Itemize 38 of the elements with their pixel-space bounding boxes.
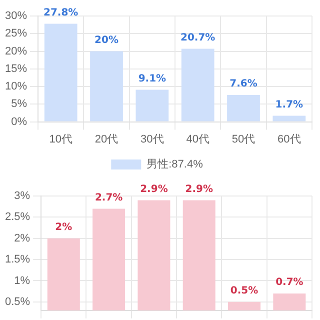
y-tick-label: 10%: [4, 80, 28, 93]
y-tick-label: 1%: [14, 274, 30, 287]
bar: [90, 51, 123, 122]
y-tick-label: 20%: [4, 45, 28, 58]
bar: [44, 24, 78, 122]
y-tick-label: 5%: [11, 98, 28, 110]
data-label: 2.9%: [185, 184, 213, 195]
data-label: 20%: [94, 34, 118, 46]
bar: [181, 48, 214, 122]
bar: [272, 116, 306, 122]
x-tick-label: 60代: [278, 133, 301, 146]
y-tick-label: 30%: [4, 10, 28, 22]
data-label: 2%: [55, 222, 72, 233]
x-tick-label: 50代: [232, 133, 256, 146]
y-tick-label: 1.5%: [4, 254, 30, 266]
bar: [136, 90, 169, 122]
data-label: 1.7%: [275, 99, 304, 110]
y-tick-label: 25%: [4, 28, 28, 40]
y-tick-label: 2.5%: [4, 211, 30, 224]
data-label: 2.7%: [94, 192, 123, 204]
data-label: 0.7%: [276, 277, 304, 288]
x-tick-label: 30代: [140, 133, 164, 146]
y-tick-label: 0%: [11, 116, 28, 128]
data-label: 27.8%: [43, 7, 78, 18]
data-label: 2.9%: [140, 184, 168, 195]
data-label: 7.6%: [230, 78, 258, 90]
data-label: 20.7%: [180, 32, 216, 44]
x-tick-label: 40代: [186, 133, 210, 146]
legend-label: 男性:87.4%: [146, 158, 204, 171]
data-label: 0.5%: [230, 286, 258, 297]
y-tick-label: 3%: [14, 190, 30, 202]
y-tick-label: 0.5%: [4, 296, 30, 308]
bar: [227, 95, 260, 122]
y-tick-label: 2%: [14, 232, 30, 244]
x-tick-label: 10代: [49, 133, 72, 146]
y-tick-label: 15%: [4, 62, 28, 75]
x-tick-label: 20代: [94, 133, 118, 146]
data-label: 9.1%: [138, 73, 166, 84]
